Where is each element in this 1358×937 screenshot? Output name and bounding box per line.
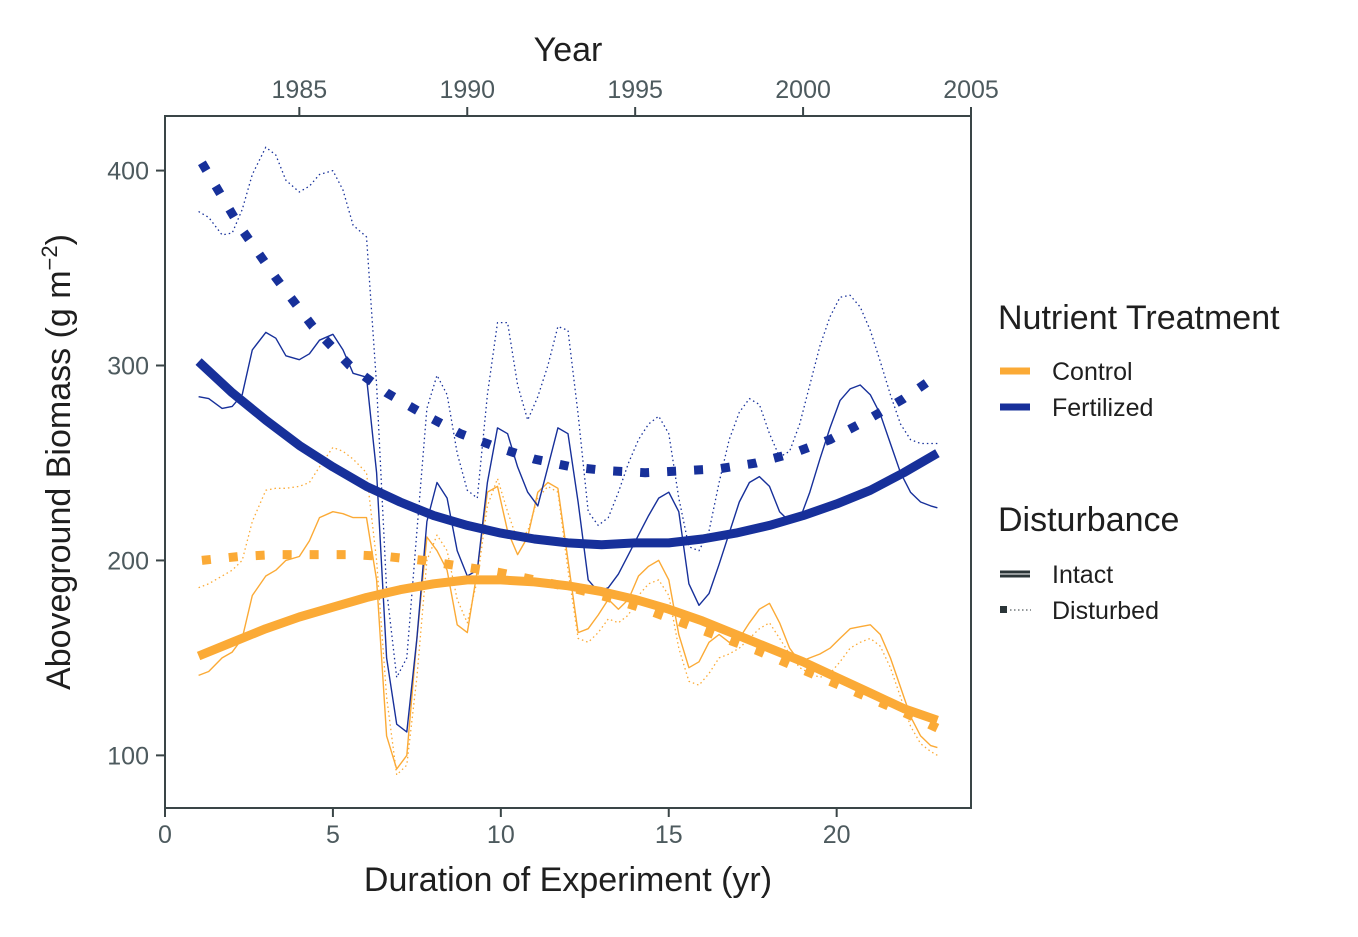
series-fertilized-intact-fit: [195, 358, 940, 550]
x-tick-label: 20: [823, 821, 851, 849]
x-tick-label: 15: [655, 821, 683, 849]
legend-label-disturbed: Disturbed: [1052, 597, 1159, 625]
x2-tick-label: 2000: [775, 76, 831, 104]
legend-disturbance: Disturbance Intact Disturbed: [998, 501, 1179, 625]
x2-tick-label: 1985: [272, 76, 328, 104]
x-axis-top: 1985 1990 1995 2000 2005: [272, 76, 999, 116]
y-axis-title-close: ): [40, 234, 78, 245]
legend-label-fertilized: Fertilized: [1052, 394, 1153, 422]
y-tick-label: 100: [107, 742, 149, 770]
series-layer: [195, 146, 940, 776]
x2-tick-label: 1995: [607, 76, 663, 104]
legend-title-disturbance: Disturbance: [998, 501, 1179, 539]
y-axis: 100 200 300 400: [107, 158, 165, 770]
y-axis-title-main: Aboveground Biomass (g m: [40, 270, 78, 690]
y-tick-label: 400: [107, 158, 149, 186]
series-fertilized-disturbed-raw: [198, 146, 938, 679]
legend-nutrient-treatment: Nutrient Treatment Control Fertilized: [998, 299, 1280, 422]
legend-label-control: Control: [1052, 358, 1133, 386]
y-axis-title-superscript: −2: [37, 245, 62, 270]
series-control-intact-fit: [196, 575, 939, 725]
x2-tick-label: 2005: [943, 76, 999, 104]
x-axis-title: Duration of Experiment (yr): [364, 861, 772, 899]
x-axis-bottom: 0 5 10 15 20: [158, 807, 971, 849]
x2-axis-title: Year: [534, 31, 603, 69]
legend-label-intact: Intact: [1052, 561, 1113, 589]
x-tick-label: 0: [158, 821, 172, 849]
series-fertilized-intact-raw: [198, 331, 938, 733]
x-tick-label: 10: [487, 821, 515, 849]
legend-title-nutrient: Nutrient Treatment: [998, 299, 1280, 337]
x2-tick-label: 1990: [439, 76, 495, 104]
series-control-disturbed-raw: [198, 446, 938, 776]
series-control-intact-raw: [198, 481, 938, 770]
y-tick-label: 300: [107, 353, 149, 381]
y-axis-title: Aboveground Biomass (g m−2): [37, 234, 78, 690]
y-tick-label: 200: [107, 547, 149, 575]
x-tick-label: 5: [326, 821, 340, 849]
legend-key-disturbed-square: [1000, 606, 1007, 613]
